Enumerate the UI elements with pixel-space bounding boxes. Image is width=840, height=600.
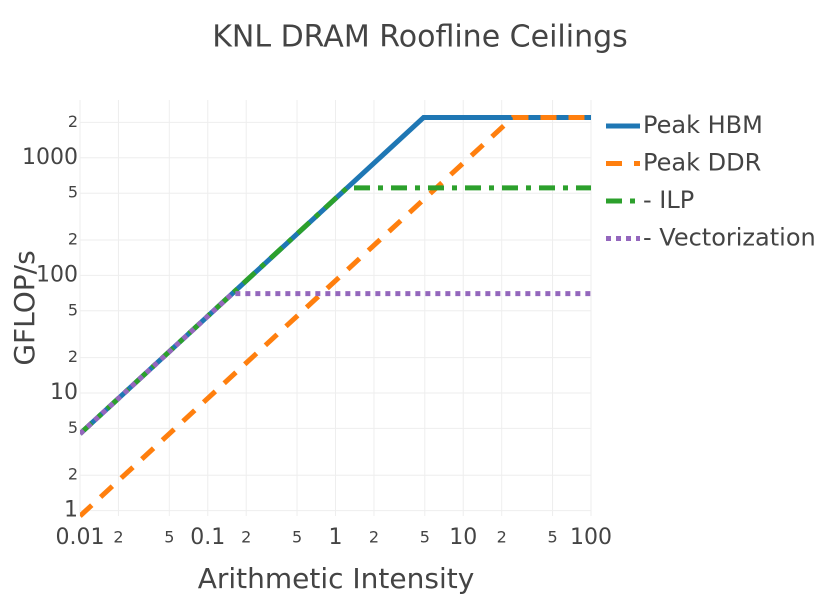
y-tick-label: 2 bbox=[68, 347, 78, 366]
x-tick-label: 10 bbox=[449, 525, 477, 550]
y-tick-label: 1000 bbox=[22, 145, 78, 170]
y-tick-label: 2 bbox=[68, 112, 78, 131]
x-tick-label: 2 bbox=[497, 528, 507, 547]
legend-label: Peak HBM bbox=[643, 111, 763, 139]
legend-label: - ILP bbox=[643, 186, 694, 214]
x-tick-label: 0.1 bbox=[190, 525, 225, 550]
x-tick-label: 5 bbox=[292, 528, 302, 547]
x-tick-label: 2 bbox=[113, 528, 123, 547]
y-axis-title: GFLOP/s bbox=[8, 250, 41, 365]
x-tick-label: 1 bbox=[329, 525, 343, 550]
y-tick-label: 2 bbox=[68, 465, 78, 484]
x-tick-label: 2 bbox=[369, 528, 379, 547]
x-tick-label: 100 bbox=[570, 525, 612, 550]
chart-title: KNL DRAM Roofline Ceilings bbox=[212, 20, 628, 55]
x-tick-label: 5 bbox=[547, 528, 557, 547]
y-tick-label: 5 bbox=[68, 300, 78, 319]
y-tick-label: 1 bbox=[64, 498, 78, 523]
legend-label: Peak DDR bbox=[643, 149, 761, 177]
y-tick-label: 5 bbox=[68, 418, 78, 437]
x-tick-label: 5 bbox=[420, 528, 430, 547]
legend-label: - Vectorization bbox=[643, 224, 816, 252]
x-tick-label: 0.01 bbox=[56, 525, 105, 550]
y-tick-label: 100 bbox=[36, 262, 78, 287]
y-tick-label: 2 bbox=[68, 229, 78, 248]
x-tick-label: 2 bbox=[241, 528, 251, 547]
x-axis-title: Arithmetic Intensity bbox=[198, 562, 475, 595]
series-line bbox=[80, 115, 591, 518]
y-tick-label: 10 bbox=[50, 380, 78, 405]
x-tick-label: 5 bbox=[164, 528, 174, 547]
y-tick-label: 5 bbox=[68, 183, 78, 202]
